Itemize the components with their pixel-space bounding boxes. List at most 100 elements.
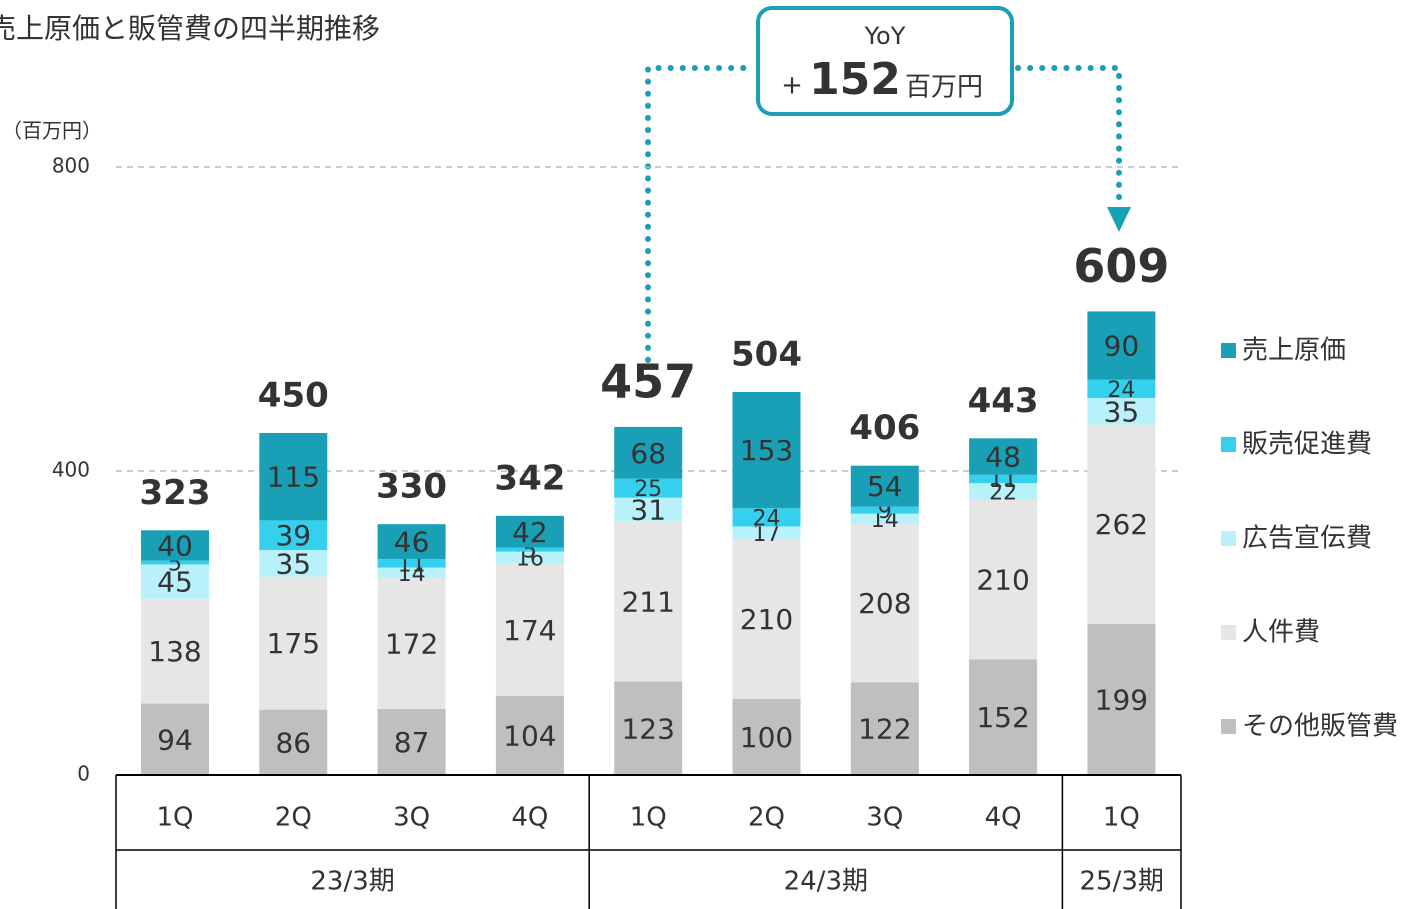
bar-segment bbox=[1087, 311, 1156, 380]
bar-segment bbox=[1087, 623, 1156, 775]
bar-segment bbox=[377, 708, 446, 775]
x-tick-label: 3Q bbox=[866, 803, 903, 833]
legend-swatch bbox=[1221, 531, 1236, 546]
value-label: 210 bbox=[976, 564, 1029, 597]
value-label: 175 bbox=[267, 627, 320, 660]
connector bbox=[645, 65, 755, 363]
bar-segment bbox=[495, 695, 564, 775]
bar-segment bbox=[259, 433, 328, 521]
group-label: 23/3期 bbox=[310, 867, 394, 897]
bar-segment bbox=[141, 530, 209, 561]
bar-segment bbox=[732, 699, 801, 775]
bar-segment bbox=[1087, 424, 1156, 624]
bar-segment bbox=[141, 598, 209, 704]
bar-segment bbox=[259, 709, 328, 775]
bar-segment bbox=[495, 515, 564, 548]
chart-title: 売上原価と販管費の四半期推移 bbox=[0, 12, 380, 45]
bar-segment bbox=[732, 508, 801, 527]
value-label: 39 bbox=[275, 519, 311, 552]
value-label: 210 bbox=[740, 603, 793, 636]
total-label: 323 bbox=[140, 473, 211, 513]
legend-label: その他販管費 bbox=[1242, 712, 1398, 742]
x-tick-label: 2Q bbox=[275, 803, 312, 833]
value-label: 208 bbox=[858, 587, 911, 620]
value-label: 68 bbox=[630, 437, 666, 470]
legend-label: 販売促進費 bbox=[1242, 430, 1372, 460]
value-label: 42 bbox=[512, 516, 548, 549]
legend-label: 売上原価 bbox=[1242, 336, 1346, 366]
total-label: 330 bbox=[376, 467, 447, 507]
bar-segment bbox=[495, 547, 564, 552]
value-label: 90 bbox=[1104, 330, 1140, 363]
value-label: 152 bbox=[976, 701, 1029, 734]
bar-segment bbox=[732, 526, 801, 540]
value-label: 35 bbox=[1104, 395, 1140, 428]
x-tick-label: 4Q bbox=[985, 803, 1022, 833]
total-label: 504 bbox=[731, 334, 802, 374]
value-label: 46 bbox=[394, 526, 430, 559]
bar-segment bbox=[850, 506, 919, 514]
value-label: 24 bbox=[1107, 378, 1135, 403]
total-label: 406 bbox=[849, 408, 920, 448]
value-label: 199 bbox=[1095, 683, 1148, 716]
legend-label: 広告宣伝費 bbox=[1242, 524, 1372, 554]
bar-segment bbox=[259, 576, 328, 710]
bar-segment bbox=[850, 682, 919, 775]
annotation-value: 152 bbox=[809, 54, 901, 105]
bar-segment bbox=[732, 539, 801, 699]
bar-segment bbox=[141, 703, 209, 775]
bar-segment bbox=[495, 551, 564, 564]
value-label: 31 bbox=[630, 493, 666, 526]
bar-segment bbox=[377, 524, 446, 560]
bar-segment bbox=[732, 391, 801, 509]
value-label: 54 bbox=[867, 470, 903, 503]
value-label: 123 bbox=[621, 712, 674, 745]
value-label: 104 bbox=[503, 719, 556, 752]
group-label: 24/3期 bbox=[784, 867, 868, 897]
bar-segment bbox=[850, 524, 919, 683]
legend-swatch bbox=[1221, 719, 1236, 734]
total-label: 443 bbox=[968, 381, 1039, 421]
bar-segment bbox=[614, 426, 683, 479]
value-label: 22 bbox=[989, 481, 1017, 506]
bar-segment bbox=[377, 567, 446, 579]
value-label: 35 bbox=[275, 547, 311, 580]
total-label: 450 bbox=[258, 376, 329, 416]
legend-swatch bbox=[1221, 437, 1236, 452]
bar-segment bbox=[614, 497, 683, 522]
bar-segment bbox=[850, 513, 919, 525]
bar-segment bbox=[141, 560, 209, 565]
bar-segment bbox=[259, 550, 328, 577]
x-tick-label: 1Q bbox=[156, 803, 193, 833]
bar-segment bbox=[377, 559, 446, 568]
bar-segment bbox=[614, 478, 683, 498]
value-label: 122 bbox=[858, 713, 911, 746]
bar-segment bbox=[1087, 398, 1156, 425]
group-label: 25/3期 bbox=[1080, 867, 1164, 897]
bar-segment bbox=[850, 465, 919, 507]
bar-segment bbox=[969, 438, 1038, 475]
x-tick-label: 2Q bbox=[748, 803, 785, 833]
value-label: 138 bbox=[148, 635, 201, 668]
value-label: 100 bbox=[740, 721, 793, 754]
value-label: 94 bbox=[157, 723, 193, 756]
y-tick-label: 400 bbox=[52, 458, 90, 482]
legend-label: 人件費 bbox=[1242, 618, 1320, 648]
arrow-head bbox=[1107, 207, 1131, 232]
value-label: 153 bbox=[740, 434, 793, 467]
x-tick-label: 1Q bbox=[630, 803, 667, 833]
bar-segment bbox=[377, 578, 446, 709]
y-tick-label: 800 bbox=[52, 154, 90, 178]
annotation-sign: + bbox=[781, 71, 803, 101]
total-label: 457 bbox=[600, 354, 696, 408]
annotation-label: YoY bbox=[864, 22, 906, 50]
total-label: 609 bbox=[1073, 239, 1169, 293]
value-label: 86 bbox=[275, 726, 311, 759]
legend-swatch bbox=[1221, 343, 1236, 358]
value-label: 172 bbox=[385, 628, 438, 661]
value-label: 174 bbox=[503, 614, 556, 647]
connector bbox=[1015, 65, 1122, 208]
value-label: 48 bbox=[985, 441, 1021, 474]
annotation-box bbox=[756, 6, 1014, 116]
